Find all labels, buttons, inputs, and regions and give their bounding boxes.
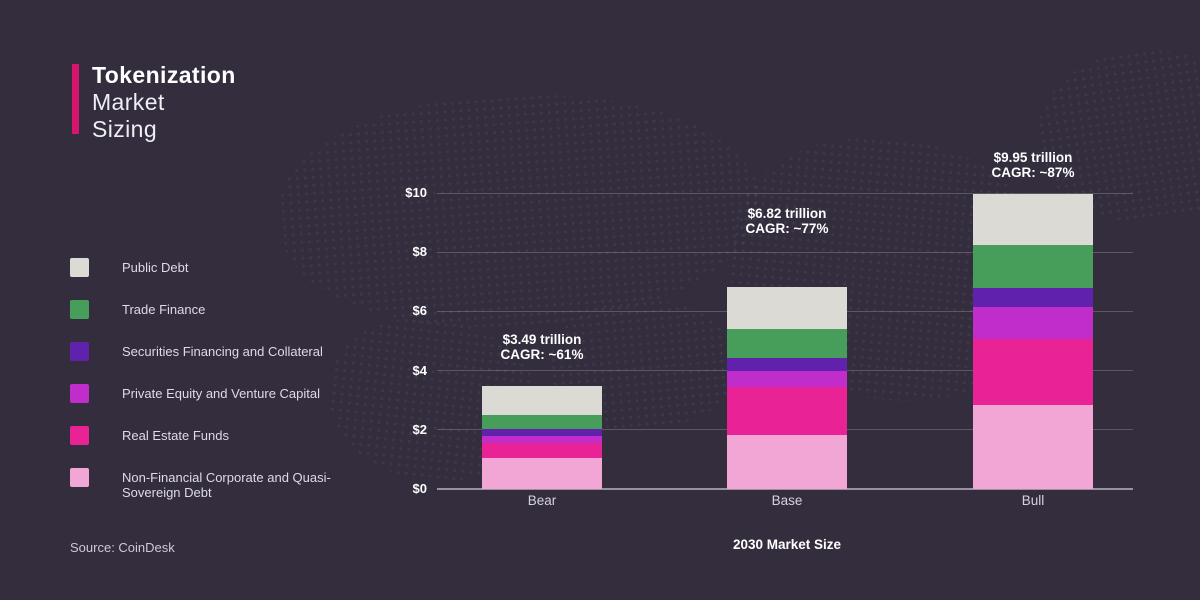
page-title: Tokenization bbox=[92, 62, 236, 88]
annotation-cagr: CAGR: ~61% bbox=[500, 347, 584, 362]
legend: Public Debt Trade Finance Securities Finan… bbox=[70, 258, 362, 519]
legend-item: Trade Finance bbox=[70, 300, 362, 323]
y-tick-label: $2 bbox=[412, 421, 427, 437]
y-tick-label: $8 bbox=[412, 244, 427, 260]
legend-item: Securities Financing and Collateral bbox=[70, 342, 362, 365]
legend-label: Trade Finance bbox=[122, 302, 206, 317]
bar-bear bbox=[482, 385, 602, 489]
title-accent-bar bbox=[72, 64, 79, 134]
legend-swatch bbox=[70, 426, 89, 445]
bar-segment bbox=[973, 338, 1093, 405]
bar-segment bbox=[727, 328, 847, 358]
bar-segment bbox=[482, 385, 602, 416]
legend-swatch bbox=[70, 384, 89, 403]
bar-bull bbox=[973, 194, 1093, 489]
annotation-cagr: CAGR: ~87% bbox=[991, 165, 1075, 180]
annotation-total: $6.82 trillion bbox=[747, 206, 827, 221]
legend-swatch bbox=[70, 258, 89, 277]
bar-segment bbox=[482, 436, 602, 444]
bar-segment bbox=[973, 404, 1093, 489]
legend-item: Private Equity and Venture Capital bbox=[70, 384, 362, 407]
page-title-line2: Market bbox=[92, 89, 165, 115]
legend-label: Non-Financial Corporate and Quasi-Sovere… bbox=[122, 470, 331, 500]
bar-annotation: $9.95 trillion CAGR: ~87% bbox=[923, 150, 1143, 180]
gridline bbox=[437, 251, 1133, 253]
x-axis-title: 2030 Market Size bbox=[732, 537, 842, 552]
bar-segment bbox=[482, 415, 602, 429]
legend-item: Public Debt bbox=[70, 258, 362, 281]
bar-segment bbox=[482, 443, 602, 459]
x-category-label: Base bbox=[771, 493, 803, 508]
legend-label: Real Estate Funds bbox=[122, 428, 229, 443]
annotation-total: $9.95 trillion bbox=[993, 150, 1073, 165]
annotation-cagr: CAGR: ~77% bbox=[745, 221, 829, 236]
bar-annotation: $6.82 trillion CAGR: ~77% bbox=[677, 206, 897, 236]
legend-swatch bbox=[70, 468, 89, 487]
bar-segment bbox=[727, 287, 847, 329]
bar-segment bbox=[482, 458, 602, 489]
legend-label: Private Equity and Venture Capital bbox=[122, 386, 321, 401]
bar-segment bbox=[727, 435, 847, 489]
legend-swatch bbox=[70, 300, 89, 319]
x-category-label: Bull bbox=[1021, 493, 1045, 508]
annotation-total: $3.49 trillion bbox=[502, 332, 582, 347]
gridline bbox=[437, 192, 1133, 194]
x-category-label: Bear bbox=[527, 493, 557, 508]
y-tick-label: $0 bbox=[412, 481, 427, 496]
legend-item: Real Estate Funds bbox=[70, 426, 362, 449]
y-tick-label: $6 bbox=[412, 303, 427, 319]
bar-segment bbox=[973, 287, 1093, 307]
y-tick-label: $10 bbox=[405, 185, 427, 200]
bar-segment bbox=[482, 428, 602, 437]
bar-base bbox=[727, 287, 847, 489]
bar-segment bbox=[727, 370, 847, 387]
bar-segment bbox=[727, 386, 847, 436]
bar-segment bbox=[973, 306, 1093, 339]
legend-label: Securities Financing and Collateral bbox=[122, 344, 323, 359]
legend-swatch bbox=[70, 342, 89, 361]
legend-item: Non-Financial Corporate and Quasi-Sovere… bbox=[70, 468, 362, 500]
y-tick-label: $4 bbox=[412, 362, 427, 378]
x-axis-line bbox=[437, 488, 1133, 490]
bar-segment bbox=[973, 194, 1093, 246]
bar-annotation: $3.49 trillion CAGR: ~61% bbox=[432, 332, 652, 362]
page-title-line3: Sizing bbox=[92, 116, 158, 142]
bar-segment bbox=[973, 245, 1093, 288]
legend-label: Public Debt bbox=[122, 260, 189, 275]
bar-segment bbox=[727, 357, 847, 371]
source-credit: Source: CoinDesk bbox=[70, 540, 175, 555]
